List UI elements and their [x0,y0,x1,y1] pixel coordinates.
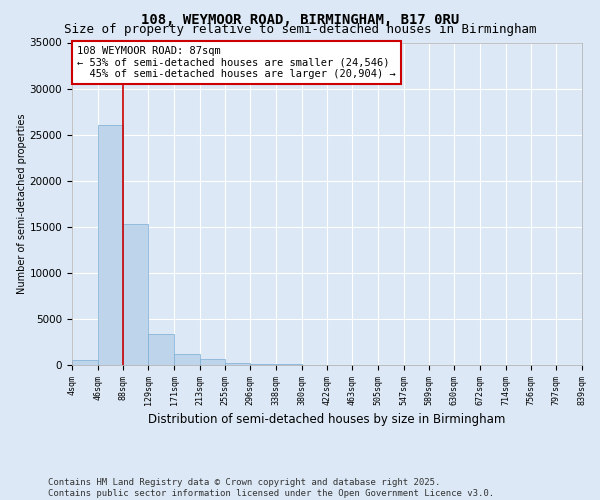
Bar [72,360,98,365]
Text: Contains HM Land Registry data © Crown copyright and database right 2025.
Contai: Contains HM Land Registry data © Crown c… [48,478,494,498]
Bar [124,224,148,365]
Bar [250,364,276,365]
Text: 108 WEYMOOR ROAD: 87sqm
← 53% of semi-detached houses are smaller (24,546)
  45%: 108 WEYMOOR ROAD: 87sqm ← 53% of semi-de… [77,46,396,79]
Bar [226,363,250,365]
Y-axis label: Number of semi-detached properties: Number of semi-detached properties [17,114,27,294]
Bar [148,334,174,365]
X-axis label: Distribution of semi-detached houses by size in Birmingham: Distribution of semi-detached houses by … [148,413,506,426]
Text: 108, WEYMOOR ROAD, BIRMINGHAM, B17 0RU: 108, WEYMOOR ROAD, BIRMINGHAM, B17 0RU [141,12,459,26]
Bar [98,126,124,365]
Bar [174,354,200,365]
Bar [276,364,302,365]
Bar [200,360,226,365]
Text: Size of property relative to semi-detached houses in Birmingham: Size of property relative to semi-detach… [64,22,536,36]
